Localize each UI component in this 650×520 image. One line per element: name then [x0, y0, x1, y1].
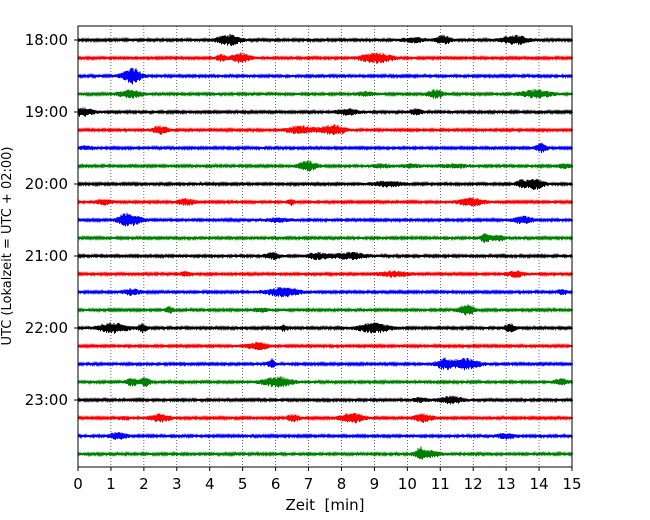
seismogram-trace — [77, 33, 573, 46]
plot-area-frame — [77, 25, 573, 468]
seismogram-trace — [77, 304, 573, 316]
seismogram-trace — [77, 376, 573, 388]
seismogram-trace — [77, 142, 573, 154]
y-tick-label: 23:00 — [25, 391, 68, 409]
seismogram-trace — [77, 124, 573, 136]
x-tick-label: 7 — [304, 475, 314, 493]
x-tick-label: 14 — [530, 475, 549, 493]
x-tick-label: 12 — [464, 475, 483, 493]
seismogram-trace — [77, 322, 573, 334]
x-tick-label: 9 — [370, 475, 380, 493]
seismogram-trace — [77, 446, 573, 460]
x-tick-label: 8 — [337, 475, 347, 493]
seismogram-trace — [77, 341, 573, 351]
seismogram-trace — [77, 233, 573, 243]
seismogram-trace — [77, 67, 573, 85]
y-tick-label: 19:00 — [25, 103, 68, 121]
x-tick-label: 0 — [73, 475, 83, 493]
y-axis-label: UTC (Lokalzeit = UTC + 02:00) — [0, 147, 15, 346]
x-tick-label: 3 — [172, 475, 182, 493]
x-tick-label: 5 — [238, 475, 248, 493]
seismogram-trace — [77, 52, 573, 64]
seismogram-trace — [77, 251, 573, 261]
seismogram-trace — [77, 212, 573, 227]
y-tick-label: 22:00 — [25, 319, 68, 337]
seismogram-trace — [77, 89, 573, 99]
x-tick-label: 2 — [139, 475, 149, 493]
x-tick-label: 6 — [271, 475, 281, 493]
x-tick-label: 13 — [497, 475, 516, 493]
seismogram-trace — [77, 160, 573, 172]
seismogram-trace — [77, 178, 573, 190]
seismogram-trace — [77, 395, 573, 405]
x-tick-label: 15 — [562, 475, 581, 493]
plot-area-background — [78, 26, 572, 467]
x-tick-label: 11 — [431, 475, 450, 493]
seismogram-trace — [77, 432, 573, 440]
seismogram-trace — [77, 287, 573, 298]
y-tick-label: 20:00 — [25, 175, 68, 193]
seismogram-trace — [77, 412, 573, 424]
x-tick-label: 4 — [205, 475, 215, 493]
x-axis-label: Zeit [min] — [285, 496, 364, 514]
y-tick-label: 18:00 — [25, 31, 68, 49]
seismogram-trace — [77, 270, 573, 278]
seismogram-trace — [77, 357, 573, 371]
y-axis-ticks: 18:00 19:00 20:00 21:00 22:00 23:00 — [25, 31, 78, 409]
x-tick-label: 10 — [398, 475, 417, 493]
y-tick-label: 21:00 — [25, 247, 68, 265]
seismogram-trace — [77, 197, 573, 207]
seismogram-trace — [77, 107, 573, 117]
x-axis-ticks: 0 1 2 3 4 5 6 7 8 9 10 11 12 13 14 15 — [73, 467, 582, 493]
seismogram-traces — [77, 33, 573, 460]
x-tick-label: 1 — [106, 475, 116, 493]
